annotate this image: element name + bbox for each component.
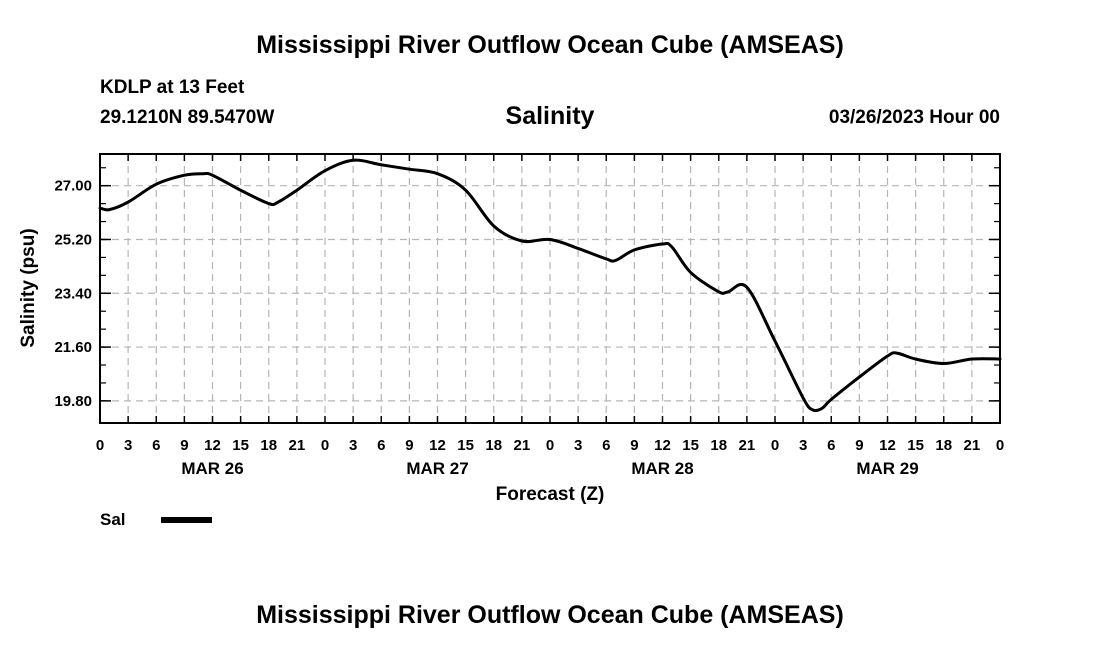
y-tick-label: 23.40 — [54, 285, 92, 302]
x-tick-label: 12 — [654, 437, 671, 454]
x-tick-label: 9 — [630, 437, 638, 454]
y-axis-label: Salinity (psu) — [18, 228, 39, 347]
x-tick-label: 6 — [377, 437, 385, 454]
x-tick-label: 9 — [405, 437, 413, 454]
y-tick-label: 21.60 — [54, 339, 92, 356]
legend-label: Sal — [100, 510, 126, 529]
y-tick-label: 19.80 — [54, 393, 92, 410]
x-tick-label: 12 — [879, 437, 896, 454]
forecast-datetime: 03/26/2023 Hour 00 — [828, 107, 1000, 128]
x-tick-label: 0 — [96, 437, 104, 454]
day-label: MAR 29 — [856, 459, 918, 478]
x-tick-label: 3 — [574, 437, 582, 454]
station-label: KDLP at 13 Feet — [100, 77, 245, 98]
x-tick-label: 3 — [349, 437, 357, 454]
x-tick-label: 3 — [799, 437, 807, 454]
station-coordinates: 29.1210N 89.5470W — [100, 107, 275, 128]
day-label: MAR 27 — [406, 459, 468, 478]
y-tick-label: 27.00 — [54, 178, 92, 195]
salinity-chart: 27.00 25.20 23.40 21.60 19.80 0 3 6 9 12 15 18 21 0 3… — [18, 153, 1004, 505]
x-tick-label: 21 — [514, 437, 531, 454]
x-tick-label: 18 — [710, 437, 727, 454]
footer-title: Mississippi River Outflow Ocean Cube (AM… — [256, 601, 844, 629]
x-axis-label: Forecast (Z) — [496, 484, 605, 505]
day-label: MAR 28 — [631, 459, 693, 478]
x-tick-label: 9 — [180, 437, 188, 454]
x-tick-label: 18 — [935, 437, 952, 454]
x-tick-label: 9 — [855, 437, 863, 454]
salinity-series-line — [98, 158, 1002, 413]
x-tick-label: 18 — [260, 437, 277, 454]
x-tick-label: 21 — [739, 437, 756, 454]
x-tick-label: 12 — [429, 437, 446, 454]
day-labels: MAR 26 MAR 27 MAR 28 MAR 29 — [181, 459, 918, 478]
x-tick-label: 15 — [682, 437, 699, 454]
x-tick-label: 18 — [485, 437, 502, 454]
x-tick-label: 15 — [457, 437, 474, 454]
chart-variable-title: Salinity — [505, 102, 595, 130]
chart-main-title: Mississippi River Outflow Ocean Cube (AM… — [256, 31, 844, 59]
y-tick-label: 25.20 — [54, 231, 92, 248]
x-tick-label: 6 — [827, 437, 835, 454]
x-tick-label: 0 — [771, 437, 779, 454]
x-tick-label: 3 — [124, 437, 132, 454]
x-tick-label: 0 — [996, 437, 1004, 454]
x-tick-label: 15 — [907, 437, 924, 454]
legend-swatch — [161, 517, 212, 523]
x-tick-label: 21 — [289, 437, 306, 454]
x-tick-label: 12 — [204, 437, 221, 454]
x-axis-ticks: 0 3 6 9 12 15 18 21 0 3 6 9 12 15 18 21 0 3 6 9 12 15 18 21 0 3 6 9… — [96, 154, 1004, 454]
x-tick-label: 0 — [321, 437, 329, 454]
y-axis-ticks: 27.00 25.20 23.40 21.60 19.80 — [54, 167, 1000, 410]
x-tick-label: 21 — [964, 437, 981, 454]
chart-grid — [100, 154, 1000, 423]
x-tick-label: 6 — [152, 437, 160, 454]
x-tick-label: 0 — [546, 437, 554, 454]
day-label: MAR 26 — [181, 459, 243, 478]
x-tick-label: 15 — [232, 437, 249, 454]
x-tick-label: 6 — [602, 437, 610, 454]
